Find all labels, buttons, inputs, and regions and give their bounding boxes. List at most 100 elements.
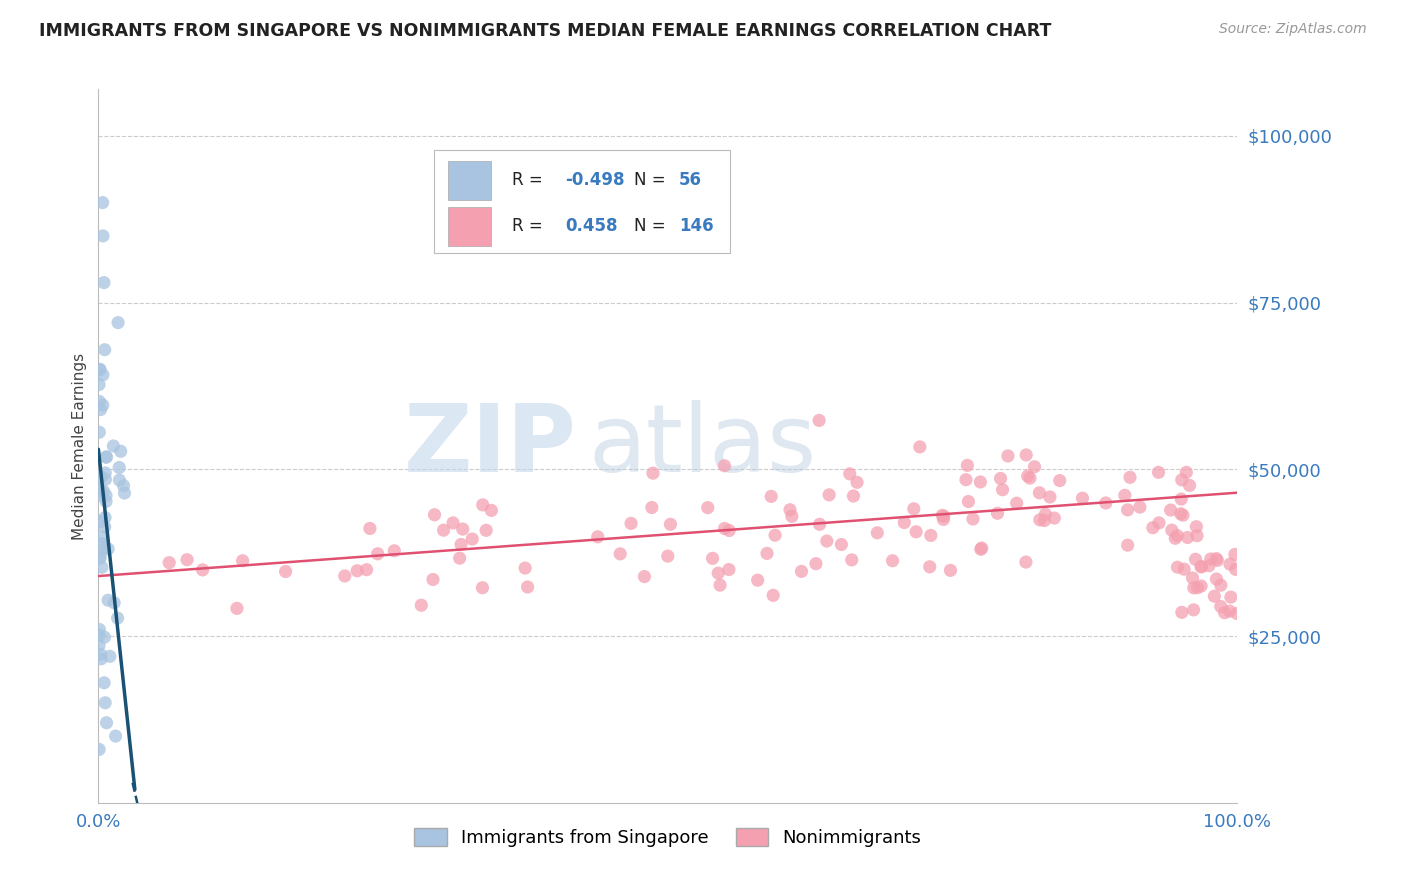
Point [1129,500,1152,514]
Point [1142,521,1164,535]
Point [713,458,735,473]
Point [1170,491,1192,506]
Point [1147,516,1170,530]
Point [110,444,132,458]
Point [96,715,118,730]
Point [114,486,136,500]
Point [790,565,813,579]
Point [1209,599,1232,614]
Point [609,547,631,561]
Point [1189,579,1212,593]
Point [1219,604,1241,618]
Point [226,601,249,615]
Point [89,549,111,564]
Point [90,536,112,550]
Text: R =: R = [512,218,543,235]
Point [1205,551,1227,566]
Point [920,528,942,542]
Point [356,563,378,577]
Point [1170,507,1192,521]
Point [1219,590,1241,604]
Text: 56: 56 [679,171,702,189]
Point [89,742,111,756]
Text: R =: R = [512,171,543,189]
Point [94,488,117,502]
Point [702,551,724,566]
Point [90,488,112,502]
Point [87,638,110,652]
Point [990,471,1012,485]
Point [1049,474,1071,488]
Point [818,488,841,502]
Point [762,588,785,602]
Legend: Immigrants from Singapore, Nonimmigrants: Immigrants from Singapore, Nonimmigrants [406,822,929,855]
Point [1181,571,1204,585]
Point [761,489,783,503]
Point [382,543,405,558]
Point [1116,503,1139,517]
Point [1017,469,1039,483]
Point [903,501,925,516]
Point [1035,508,1057,522]
Point [112,479,135,493]
Point [479,503,502,517]
Point [641,500,664,515]
Point [1184,552,1206,566]
Point [91,195,114,210]
Point [90,648,112,662]
Point [513,561,536,575]
Text: Source: ZipAtlas.com: Source: ZipAtlas.com [1219,22,1367,37]
Point [89,394,111,409]
Point [986,506,1008,520]
Point [422,573,444,587]
Point [1071,491,1094,506]
Point [157,556,180,570]
Point [957,494,980,508]
Point [1114,488,1136,502]
Point [471,498,494,512]
Point [718,524,741,538]
Point [91,398,114,412]
Point [89,362,111,376]
Point [1219,557,1241,571]
Point [104,729,127,743]
Point [717,563,740,577]
Point [1182,581,1205,595]
Point [747,573,769,587]
Point [657,549,679,563]
Point [1204,589,1226,603]
Point [91,228,114,243]
Point [94,510,117,524]
Point [956,458,979,473]
Point [1187,581,1209,595]
Point [93,675,115,690]
Point [93,520,115,534]
Point [103,596,125,610]
Point [423,508,446,522]
Point [441,516,464,530]
Point [94,450,117,464]
Y-axis label: Median Female Earnings: Median Female Earnings [72,352,87,540]
Point [1160,503,1182,517]
Point [713,521,735,535]
FancyBboxPatch shape [449,207,491,246]
Point [905,524,928,539]
Point [1191,559,1213,574]
Point [1171,605,1194,619]
Point [1185,529,1208,543]
Point [97,541,120,556]
Point [707,566,730,581]
Point [932,509,955,524]
Point [1039,490,1062,504]
Point [90,470,112,484]
Point [1029,513,1052,527]
Point [955,473,977,487]
Point [659,517,682,532]
Point [1015,448,1038,462]
Point [1171,473,1194,487]
Point [970,541,993,555]
Point [830,537,852,551]
Point [475,524,498,538]
Point [94,472,117,486]
Point [939,563,962,577]
